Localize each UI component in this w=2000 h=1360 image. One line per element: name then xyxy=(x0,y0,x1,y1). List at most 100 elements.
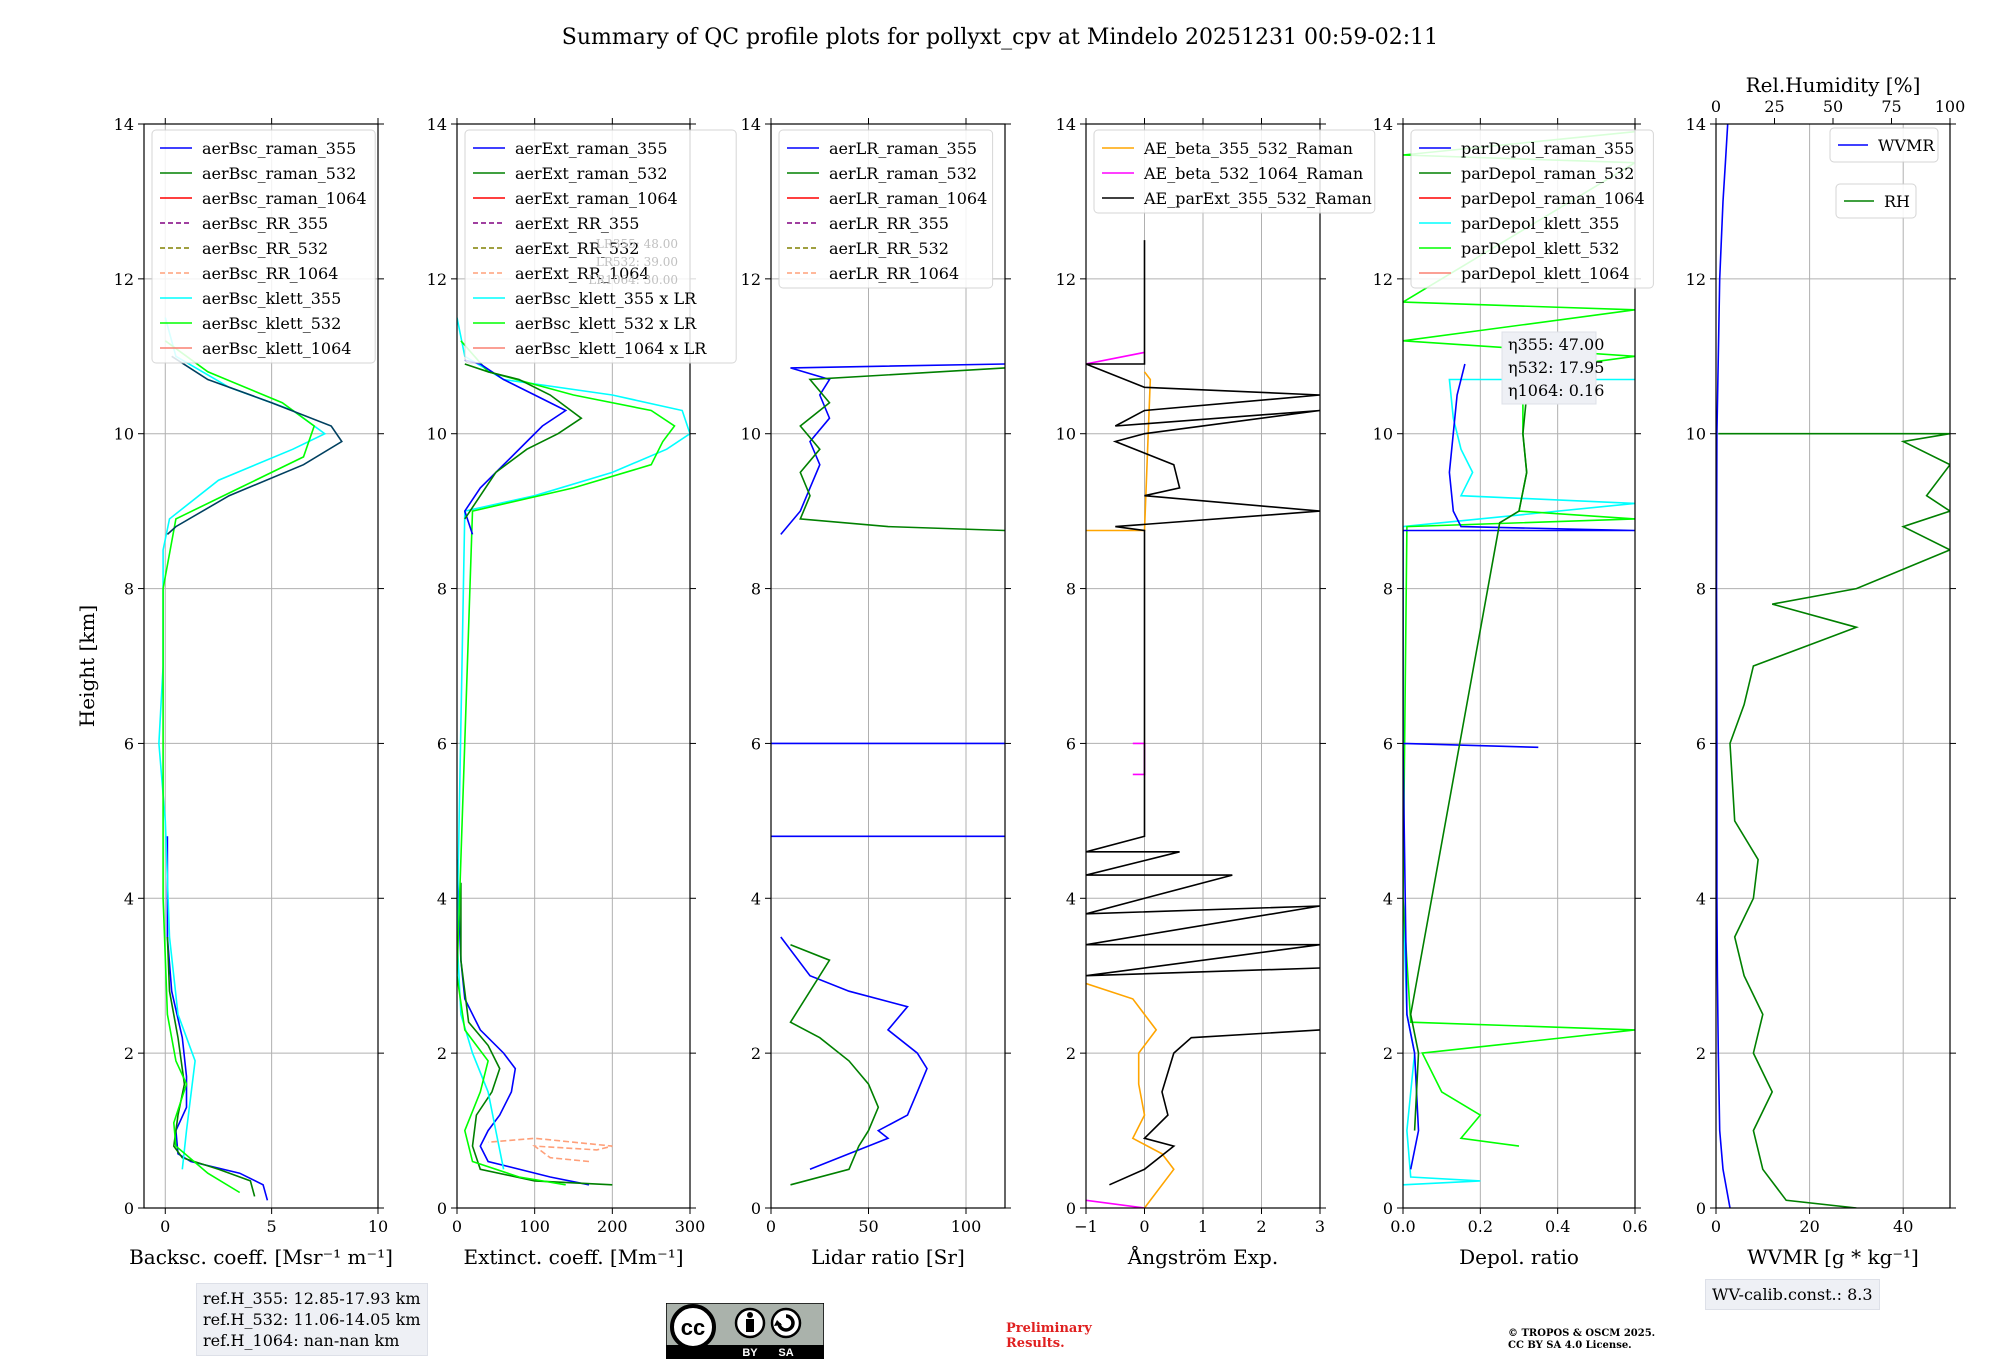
series-group xyxy=(158,317,343,1201)
y-tick-label: 4 xyxy=(1696,889,1706,908)
y-tick-label: 2 xyxy=(437,1044,447,1063)
series-group xyxy=(1403,130,1635,1186)
series-RH xyxy=(1718,432,1950,1208)
x-tick-label: −1 xyxy=(1074,1217,1098,1236)
y-tick-label: 2 xyxy=(1383,1044,1393,1063)
y-tick-label: 0 xyxy=(437,1199,447,1218)
series-aerExt_raman_355 xyxy=(457,859,590,1186)
x-tick-label: 0.0 xyxy=(1390,1217,1415,1236)
series-aerLR_raman_355_cloud xyxy=(780,363,1005,535)
legend-rh: RH xyxy=(1835,183,1917,219)
x-tick-label: 0.2 xyxy=(1468,1217,1493,1236)
x-tick-label: 300 xyxy=(675,1217,706,1236)
lr-note: LR1064: 30.00 xyxy=(588,273,678,287)
x-tick-label: 20 xyxy=(1799,1217,1819,1236)
legend-label: aerBsc_klett_1064 xyxy=(202,339,351,358)
legend-label: aerExt_RR_532 xyxy=(515,239,639,258)
ref-height-1064: ref.H_1064: nan-nan km xyxy=(203,1331,400,1350)
series-AE_parExt_355_532_Raman xyxy=(1109,1029,1320,1186)
legend-label: AE_beta_532_1064_Raman xyxy=(1143,164,1363,183)
top-x-axis-label: Rel.Humidity [%] xyxy=(1746,73,1921,97)
series-AE_beta_355_532_Raman xyxy=(1086,982,1175,1208)
y-tick-label: 2 xyxy=(751,1044,761,1063)
series-aerBsc_klett_355 x LR xyxy=(457,317,690,1170)
legend-label: aerBsc_raman_532 xyxy=(202,164,356,183)
y-tick-label: 14 xyxy=(1056,115,1076,134)
legend-label: aerLR_raman_532 xyxy=(829,164,977,183)
series-group xyxy=(1086,240,1320,1208)
series-aerBsc_klett_532 xyxy=(162,340,316,1194)
legend-label: AE_beta_355_532_Raman xyxy=(1143,139,1353,158)
series-group xyxy=(457,317,690,1186)
y-tick-label: 10 xyxy=(114,425,134,444)
y-tick-label: 12 xyxy=(427,270,447,289)
y-tick-label: 8 xyxy=(1066,580,1076,599)
y-tick-label: 10 xyxy=(427,425,447,444)
series-aerExt_raman_532_cloud xyxy=(464,363,583,520)
y-tick-label: 12 xyxy=(1373,270,1393,289)
legend-wvmr: WVMR xyxy=(1829,127,1939,163)
y-tick-label: 4 xyxy=(1383,889,1393,908)
legend-label: aerBsc_RR_1064 xyxy=(202,264,338,283)
y-tick-label: 6 xyxy=(1066,734,1076,753)
x-axis-label: Backsc. coeff. [Msr⁻¹ m⁻¹] xyxy=(129,1245,393,1269)
x-axis-label: Depol. ratio xyxy=(1459,1245,1579,1269)
series-group xyxy=(1716,124,1950,1208)
legend-label: aerLR_RR_355 xyxy=(829,214,949,233)
x-tick-label: 0 xyxy=(766,1217,776,1236)
legend-box xyxy=(151,129,376,364)
x-tick-label: 200 xyxy=(597,1217,628,1236)
x-tick-label: 2 xyxy=(1256,1217,1266,1236)
top-x-tick-label: 25 xyxy=(1764,97,1784,116)
legend-box xyxy=(1835,183,1917,219)
legend-label: aerBsc_klett_532 xyxy=(202,314,341,333)
y-tick-label: 4 xyxy=(437,889,447,908)
panel-1: 0 5 10 0 2 4 6 8 10 12 14 Backsc. coeff. [Msr⁻¹ m⁻¹… xyxy=(75,115,393,1269)
legend-label: aerBsc_klett_532 x LR xyxy=(515,314,697,333)
figure-title: Summary of QC profile plots for pollyxt_… xyxy=(562,25,1438,50)
y-tick-label: 14 xyxy=(427,115,447,134)
top-x-tick-label: 0 xyxy=(1711,97,1721,116)
series-parDepol_raman_532 xyxy=(1409,371,1528,1131)
x-tick-label: 1 xyxy=(1198,1217,1208,1236)
legend-label: aerExt_RR_355 xyxy=(515,214,639,233)
y-tick-label: 12 xyxy=(741,270,761,289)
legend-label: parDepol_klett_1064 xyxy=(1461,264,1630,283)
reference-height-box: ref.H_355: 12.85-17.93 km ref.H_532: 11.… xyxy=(196,1283,428,1356)
wv-calib-box: WV-calib.const.: 8.3 xyxy=(1705,1279,1880,1310)
series-aerBsc_raman_532 xyxy=(166,936,256,1197)
y-tick-label: 0 xyxy=(124,1199,134,1218)
eta-value: η355: 47.00 xyxy=(1508,335,1604,354)
y-tick-label: 10 xyxy=(741,425,761,444)
x-tick-label: 100 xyxy=(519,1217,550,1236)
legend-label: aerBsc_klett_355 xyxy=(202,289,341,308)
legend-label: aerExt_raman_1064 xyxy=(515,189,678,208)
y-tick-label: 12 xyxy=(1056,270,1076,289)
series-parDepol_raman_355 xyxy=(1403,363,1635,1170)
axes-frame xyxy=(456,123,691,1209)
y-tick-label: 0 xyxy=(1066,1199,1076,1218)
sa-label: SA xyxy=(778,1347,793,1359)
legend-label: aerBsc_RR_532 xyxy=(202,239,328,258)
x-axis-label: Ångström Exp. xyxy=(1127,1244,1278,1269)
panel-6: 0 20 40 0 2 4 6 8 10 12 14 WVMR [g * kg⁻¹] 0 25 50 75 10… xyxy=(1686,73,1966,1269)
legend-box xyxy=(778,129,994,289)
y-tick-label: 8 xyxy=(1383,580,1393,599)
y-tick-label: 8 xyxy=(124,580,134,599)
y-tick-label: 12 xyxy=(114,270,134,289)
y-tick-label: 4 xyxy=(751,889,761,908)
legend-label: aerLR_raman_1064 xyxy=(829,189,987,208)
x-axis-label: WVMR [g * kg⁻¹] xyxy=(1747,1245,1919,1269)
axes-frame xyxy=(143,123,379,1209)
legend-box xyxy=(1829,127,1939,163)
legend-box xyxy=(1410,129,1654,289)
cc-icon xyxy=(670,1304,716,1350)
series-aerExt_RR_1064 xyxy=(488,1137,613,1163)
y-tick-label: 8 xyxy=(437,580,447,599)
series-AE_beta_532_1064_Raman_c xyxy=(1132,742,1146,776)
x-tick-label: 100 xyxy=(951,1217,982,1236)
series-WVMR xyxy=(1716,124,1731,1208)
